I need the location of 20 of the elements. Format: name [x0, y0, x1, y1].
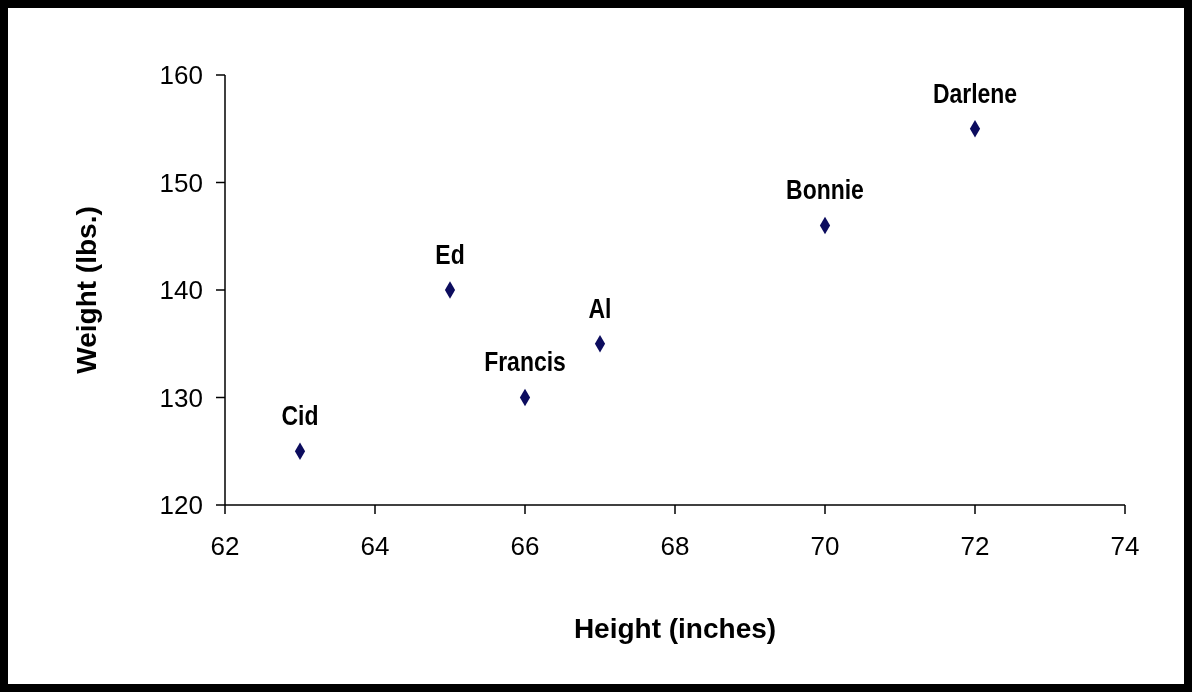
- y-tick-label: 140: [159, 275, 203, 306]
- x-axis-title: Height (inches): [573, 613, 777, 644]
- y-axis-title: Weight (lbs.): [71, 206, 102, 374]
- x-tick-label: 66: [510, 531, 540, 561]
- y-tick-label: 120: [159, 490, 203, 521]
- annotation: Francis: [484, 346, 566, 377]
- x-tick-label: 72: [960, 531, 990, 561]
- x-tick-label: 62: [210, 531, 240, 561]
- x-tick-label: 74: [1110, 531, 1140, 561]
- x-tick-label: 70: [810, 531, 840, 561]
- annotation: Bonnie: [786, 174, 864, 205]
- x-tick-label: 68: [660, 531, 690, 561]
- y-tick-label: 150: [159, 167, 203, 198]
- y-tick-label: 130: [159, 382, 203, 413]
- y-tick-label: 160: [159, 60, 203, 91]
- annotation: Cid: [281, 400, 319, 431]
- annotation: Ed: [435, 238, 465, 270]
- annotation: Al: [588, 292, 612, 324]
- x-tick-label: 64: [360, 531, 390, 561]
- annotation: Darlene: [932, 77, 1018, 109]
